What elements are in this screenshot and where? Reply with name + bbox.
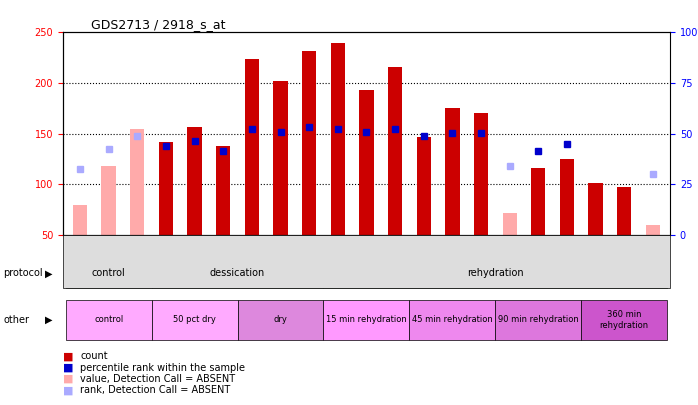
Bar bbox=[331, 43, 345, 235]
Bar bbox=[560, 159, 574, 235]
Text: GDS2713 / 2918_s_at: GDS2713 / 2918_s_at bbox=[91, 18, 225, 31]
Text: 360 min
rehydration: 360 min rehydration bbox=[600, 310, 649, 330]
Text: ■: ■ bbox=[63, 352, 73, 361]
Text: 90 min rehydration: 90 min rehydration bbox=[498, 315, 579, 324]
Bar bbox=[646, 225, 660, 235]
Bar bbox=[245, 59, 259, 235]
Text: rehydration: rehydration bbox=[467, 269, 524, 278]
Bar bbox=[216, 146, 230, 235]
Bar bbox=[417, 137, 431, 235]
Bar bbox=[474, 113, 488, 235]
Bar bbox=[274, 81, 288, 235]
Text: ■: ■ bbox=[63, 374, 73, 384]
Text: percentile rank within the sample: percentile rank within the sample bbox=[80, 363, 245, 373]
Bar bbox=[188, 126, 202, 235]
Bar bbox=[588, 183, 603, 235]
Text: count: count bbox=[80, 352, 108, 361]
Text: ■: ■ bbox=[63, 363, 73, 373]
Text: 50 pct dry: 50 pct dry bbox=[173, 315, 216, 324]
Bar bbox=[73, 205, 87, 235]
Text: value, Detection Call = ABSENT: value, Detection Call = ABSENT bbox=[80, 374, 235, 384]
Bar bbox=[617, 187, 632, 235]
Text: 15 min rehydration: 15 min rehydration bbox=[326, 315, 407, 324]
Text: protocol: protocol bbox=[3, 269, 43, 278]
Text: rank, Detection Call = ABSENT: rank, Detection Call = ABSENT bbox=[80, 386, 230, 395]
Text: control: control bbox=[94, 315, 124, 324]
Bar bbox=[302, 51, 316, 235]
Text: ▶: ▶ bbox=[45, 269, 53, 278]
Bar bbox=[158, 142, 173, 235]
Text: dry: dry bbox=[274, 315, 288, 324]
Bar bbox=[130, 129, 144, 235]
Bar bbox=[388, 67, 402, 235]
Text: control: control bbox=[91, 269, 126, 278]
Bar bbox=[445, 108, 459, 235]
Text: ▶: ▶ bbox=[45, 315, 53, 325]
Bar bbox=[503, 213, 517, 235]
Text: other: other bbox=[3, 315, 29, 325]
Bar bbox=[359, 90, 373, 235]
Bar bbox=[531, 168, 545, 235]
Text: ■: ■ bbox=[63, 386, 73, 395]
Text: 45 min rehydration: 45 min rehydration bbox=[412, 315, 493, 324]
Text: dessication: dessication bbox=[210, 269, 265, 278]
Bar bbox=[101, 166, 116, 235]
